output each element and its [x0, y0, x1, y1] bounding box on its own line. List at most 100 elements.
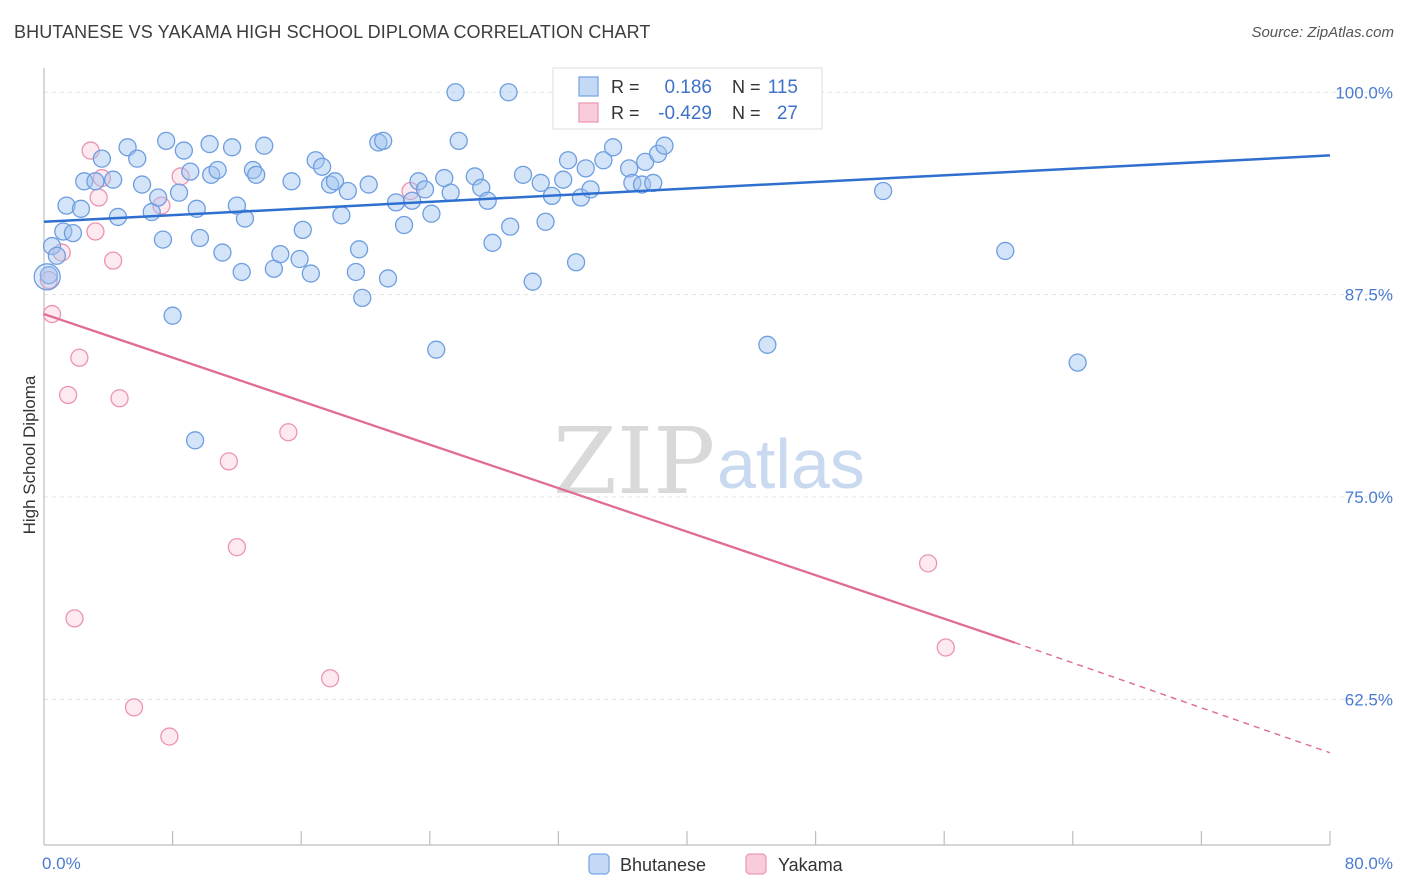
y-tick-label-0: 100.0% [1335, 83, 1393, 102]
bhutanese-point-85 [603, 138, 623, 157]
bhutanese-point-31 [227, 196, 247, 215]
legend-yakama-swatch [745, 853, 767, 875]
bhutanese-n-label: N = [732, 77, 761, 97]
bhutanese-point-50 [349, 240, 369, 259]
bhutanese-n-value: 115 [768, 77, 798, 98]
bhutanese-point-64 [441, 183, 460, 202]
bhutanese-point-20 [169, 183, 189, 202]
bhutanese-point-70 [483, 233, 502, 252]
bhutanese-point-39 [282, 172, 301, 191]
bhutanese-point-10 [103, 170, 123, 189]
bhutanese-point-75 [531, 173, 550, 193]
bhutanese-point-46 [325, 172, 345, 191]
yakama-swatch [578, 102, 599, 123]
bhutanese-point-42 [301, 264, 320, 283]
bhutanese-point-47 [332, 206, 351, 225]
bhutanese-point-18 [157, 131, 176, 150]
bhutanese-point-66 [449, 131, 468, 150]
bhutanese-point-33 [235, 209, 255, 228]
bhutanese-point-61 [422, 204, 441, 223]
yakama-point-17 [227, 538, 247, 557]
yakama-point-0 [39, 270, 58, 290]
bhutanese-point-19 [163, 306, 182, 325]
bhutanese-point-21 [174, 141, 194, 160]
bhutanese-point-60 [415, 180, 435, 199]
bhutanese-point-76 [536, 212, 555, 231]
bhutanese-point-65 [446, 83, 465, 102]
legend-yakama-label: Yakama [778, 855, 844, 875]
yakama-point-12 [124, 698, 144, 717]
bhutanese-point-78 [554, 170, 573, 189]
bhutanese-point-62 [427, 340, 446, 359]
bhutanese-point-2 [47, 246, 67, 265]
bhutanese-point-72 [499, 83, 518, 102]
bhutanese-point-28 [208, 160, 227, 180]
bhutanese-point-69 [478, 191, 497, 210]
bhutanese-point-22 [181, 162, 200, 181]
stats-legend: R = 0.186 N = 115 R = -0.429 N = 27 [552, 67, 823, 130]
bhutanese-point-23 [185, 431, 205, 450]
bhutanese-point-44 [312, 157, 332, 176]
bhutanese-point-1 [42, 236, 62, 256]
yakama-trend-extension [1014, 641, 1331, 754]
bhutanese-points [33, 83, 1087, 450]
yakama-point-5 [70, 348, 89, 367]
trend-lines [43, 154, 1331, 754]
bhutanese-point-8 [86, 172, 105, 191]
bhutanese-point-5 [63, 223, 83, 243]
bhutanese-point-92 [655, 136, 674, 155]
x-tick-label-1: 80.0% [1345, 854, 1393, 873]
yakama-r-value: -0.429 [658, 103, 712, 124]
bhutanese-point-14 [132, 175, 152, 194]
bhutanese-point-25 [190, 228, 210, 248]
bhutanese-point-9 [92, 149, 112, 168]
bhutanese-point-67 [465, 167, 484, 186]
bhutanese-point-98 [1068, 353, 1087, 372]
yakama-n-value: 27 [777, 103, 798, 124]
bhutanese-point-80 [566, 253, 586, 272]
yakama-point-3 [58, 385, 78, 405]
yakama-point-18 [279, 423, 298, 442]
x-tick-labels: 0.0% 80.0% [42, 854, 1393, 873]
bhutanese-point-16 [148, 188, 168, 207]
bhutanese-point-49 [346, 262, 366, 282]
yakama-point-7 [86, 222, 105, 241]
bhutanese-point-79 [558, 151, 578, 170]
y-tick-label-2: 75.0% [1345, 488, 1393, 507]
bhutanese-point-34 [243, 160, 263, 180]
bhutanese-r-label: R = [611, 77, 640, 97]
bhutanese-point-40 [290, 249, 309, 269]
bhutanese-point-58 [402, 191, 422, 210]
bhutanese-point-73 [513, 165, 533, 184]
yakama-point-15 [171, 167, 190, 186]
watermark-atlas: atlas [717, 425, 865, 503]
bhutanese-trend-line [43, 154, 1331, 224]
bhutanese-point-55 [378, 269, 398, 288]
bhutanese-point-51 [353, 288, 372, 308]
yakama-point-22 [936, 638, 955, 657]
bhutanese-point-38 [271, 245, 290, 264]
bhutanese-point-84 [594, 151, 613, 170]
bhutanese-point-30 [222, 138, 242, 157]
chart-title: BHUTANESE VS YAKAMA HIGH SCHOOL DIPLOMA … [14, 22, 651, 42]
bhutanese-point-74 [523, 272, 542, 291]
y-tick-label-1: 87.5% [1345, 286, 1393, 305]
bhutanese-point-95 [758, 335, 777, 354]
bhutanese-point-4 [57, 196, 76, 215]
yakama-point-8 [89, 188, 108, 207]
bhutanese-point-96 [873, 181, 893, 201]
bhutanese-point-86 [619, 159, 639, 178]
yakama-point-10 [103, 251, 123, 270]
bhutanese-point-54 [374, 131, 393, 150]
bhutanese-point-32 [232, 262, 251, 282]
series-legend: Bhutanese Yakama [588, 853, 844, 875]
bhutanese-point-29 [213, 243, 232, 262]
yakama-point-4 [65, 609, 84, 628]
y-tick-label-3: 62.5% [1345, 690, 1393, 709]
bhutanese-point-6 [71, 199, 91, 218]
bhutanese-point-83 [581, 180, 600, 199]
y-tick-labels: 100.0% 87.5% 75.0% 62.5% [1335, 83, 1393, 709]
y-axis-label: High School Diploma [20, 375, 39, 534]
legend-bhutanese-label: Bhutanese [620, 855, 706, 875]
